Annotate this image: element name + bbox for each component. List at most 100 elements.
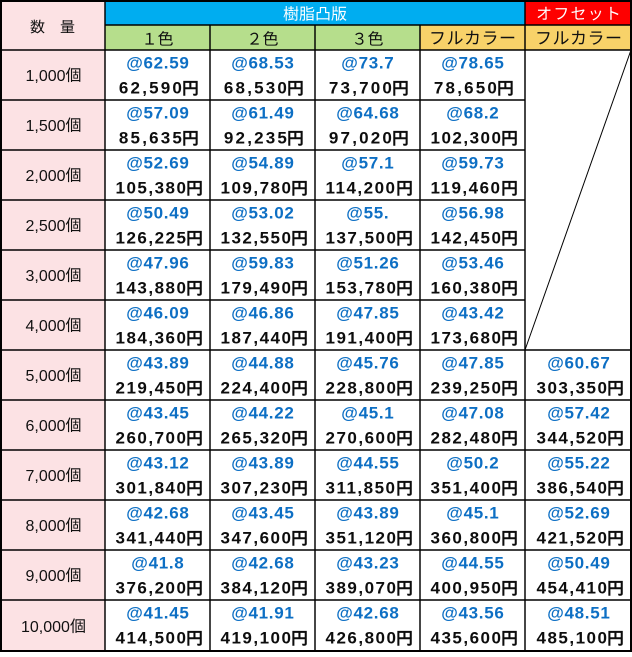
svg-text:@47.85: @47.85 (336, 303, 399, 322)
svg-text:426,800: 426,800 (326, 629, 398, 648)
svg-text:@45.76: @45.76 (336, 353, 399, 372)
svg-text:301,840: 301,840 (116, 479, 188, 498)
svg-text:@59.73: @59.73 (441, 153, 504, 172)
svg-text:419,100: 419,100 (221, 629, 293, 648)
svg-text:4,000: 4,000 (26, 318, 66, 335)
svg-text:485,100: 485,100 (537, 629, 609, 648)
svg-text:68,530: 68,530 (224, 79, 289, 98)
svg-text:@55.22: @55.22 (547, 453, 610, 472)
svg-text:@46.09: @46.09 (126, 303, 189, 322)
svg-text:109,780: 109,780 (221, 179, 293, 198)
svg-text:179,490: 179,490 (221, 279, 293, 298)
svg-text:5,000: 5,000 (26, 368, 66, 385)
svg-text:126,225: 126,225 (116, 229, 188, 248)
svg-text:270,600: 270,600 (326, 429, 398, 448)
svg-text:347,600: 347,600 (221, 529, 293, 548)
svg-text:@41.45: @41.45 (126, 603, 189, 622)
svg-text:260,700: 260,700 (116, 429, 188, 448)
svg-text:344,520: 344,520 (537, 429, 609, 448)
svg-text:187,440: 187,440 (221, 329, 293, 348)
svg-text:351,120: 351,120 (326, 529, 398, 548)
svg-text:265,320: 265,320 (221, 429, 293, 448)
svg-text:@44.22: @44.22 (231, 403, 294, 422)
svg-text:@43.23: @43.23 (336, 553, 399, 572)
svg-text:191,400: 191,400 (326, 329, 398, 348)
svg-text:@50.49: @50.49 (126, 203, 189, 222)
svg-text:6,000: 6,000 (26, 418, 66, 435)
svg-text:@41.8: @41.8 (131, 553, 184, 572)
svg-text:@55.: @55. (346, 203, 389, 222)
svg-text:@50.49: @50.49 (547, 553, 610, 572)
svg-text:@44.55: @44.55 (336, 453, 399, 472)
svg-text:85,635: 85,635 (119, 129, 184, 148)
svg-text:97,020: 97,020 (329, 129, 394, 148)
svg-text:@48.51: @48.51 (547, 603, 610, 622)
svg-text:@43.89: @43.89 (126, 353, 189, 372)
svg-text:137,500: 137,500 (326, 229, 398, 248)
svg-text:@62.59: @62.59 (126, 53, 189, 72)
svg-text:2,500: 2,500 (26, 218, 66, 235)
svg-text:119,460: 119,460 (431, 179, 502, 198)
svg-text:@43.89: @43.89 (231, 453, 294, 472)
svg-text:311,850: 311,850 (326, 479, 397, 498)
svg-text:@42.68: @42.68 (336, 603, 399, 622)
svg-text:@51.26: @51.26 (336, 253, 399, 272)
svg-text:@57.1: @57.1 (341, 153, 394, 172)
svg-text:435,600: 435,600 (431, 629, 503, 648)
svg-text:282,480: 282,480 (431, 429, 503, 448)
svg-text:78,650: 78,650 (434, 79, 499, 98)
svg-text:9,000: 9,000 (26, 568, 66, 585)
svg-text:224,400: 224,400 (221, 379, 293, 398)
svg-text:303,350: 303,350 (537, 379, 609, 398)
svg-text:102,300: 102,300 (431, 129, 503, 148)
svg-text:@53.46: @53.46 (441, 253, 504, 272)
svg-text:@45.1: @45.1 (341, 403, 394, 422)
svg-text:@56.98: @56.98 (441, 203, 504, 222)
svg-text:1,500: 1,500 (26, 118, 66, 135)
svg-text:@43.45: @43.45 (126, 403, 189, 422)
svg-text:219,450: 219,450 (116, 379, 188, 398)
svg-text:@57.42: @57.42 (547, 403, 610, 422)
svg-text:114,200: 114,200 (326, 179, 397, 198)
svg-text:160,380: 160,380 (431, 279, 503, 298)
svg-text:3,000: 3,000 (26, 268, 66, 285)
svg-text:@59.83: @59.83 (231, 253, 294, 272)
svg-text:@52.69: @52.69 (547, 503, 610, 522)
svg-text:2,000: 2,000 (26, 168, 66, 185)
svg-text:@44.55: @44.55 (441, 553, 504, 572)
svg-text:92,235: 92,235 (224, 129, 289, 148)
svg-text:@54.89: @54.89 (231, 153, 294, 172)
svg-text:@60.67: @60.67 (547, 353, 610, 372)
svg-text:143,880: 143,880 (116, 279, 188, 298)
svg-text:8,000: 8,000 (26, 518, 66, 535)
svg-text:132,550: 132,550 (221, 229, 293, 248)
svg-text:@44.88: @44.88 (231, 353, 294, 372)
svg-text:307,230: 307,230 (221, 479, 293, 498)
svg-text:389,070: 389,070 (326, 579, 398, 598)
svg-text:454,410: 454,410 (537, 579, 609, 598)
svg-text:@52.69: @52.69 (126, 153, 189, 172)
svg-text:351,400: 351,400 (431, 479, 503, 498)
svg-text:@64.68: @64.68 (336, 103, 399, 122)
svg-text:228,800: 228,800 (326, 379, 398, 398)
svg-text:173,680: 173,680 (431, 329, 503, 348)
svg-text:@50.2: @50.2 (446, 453, 499, 472)
svg-text:@73.7: @73.7 (341, 53, 394, 72)
svg-text:341,440: 341,440 (116, 529, 188, 548)
svg-text:@42.68: @42.68 (231, 553, 294, 572)
svg-text:@45.1: @45.1 (446, 503, 499, 522)
svg-text:@47.96: @47.96 (126, 253, 189, 272)
svg-text:@47.85: @47.85 (441, 353, 504, 372)
svg-text:@43.56: @43.56 (441, 603, 504, 622)
svg-text:421,520: 421,520 (537, 529, 609, 548)
svg-text:@43.45: @43.45 (231, 503, 294, 522)
svg-text:360,800: 360,800 (431, 529, 503, 548)
svg-text:@68.53: @68.53 (231, 53, 294, 72)
svg-text:400,950: 400,950 (431, 579, 503, 598)
svg-text:153,780: 153,780 (326, 279, 398, 298)
svg-text:73,700: 73,700 (329, 79, 394, 98)
svg-text:105,380: 105,380 (116, 179, 188, 198)
svg-text:62,590: 62,590 (119, 79, 184, 98)
svg-text:@53.02: @53.02 (231, 203, 294, 222)
svg-text:386,540: 386,540 (537, 479, 609, 498)
